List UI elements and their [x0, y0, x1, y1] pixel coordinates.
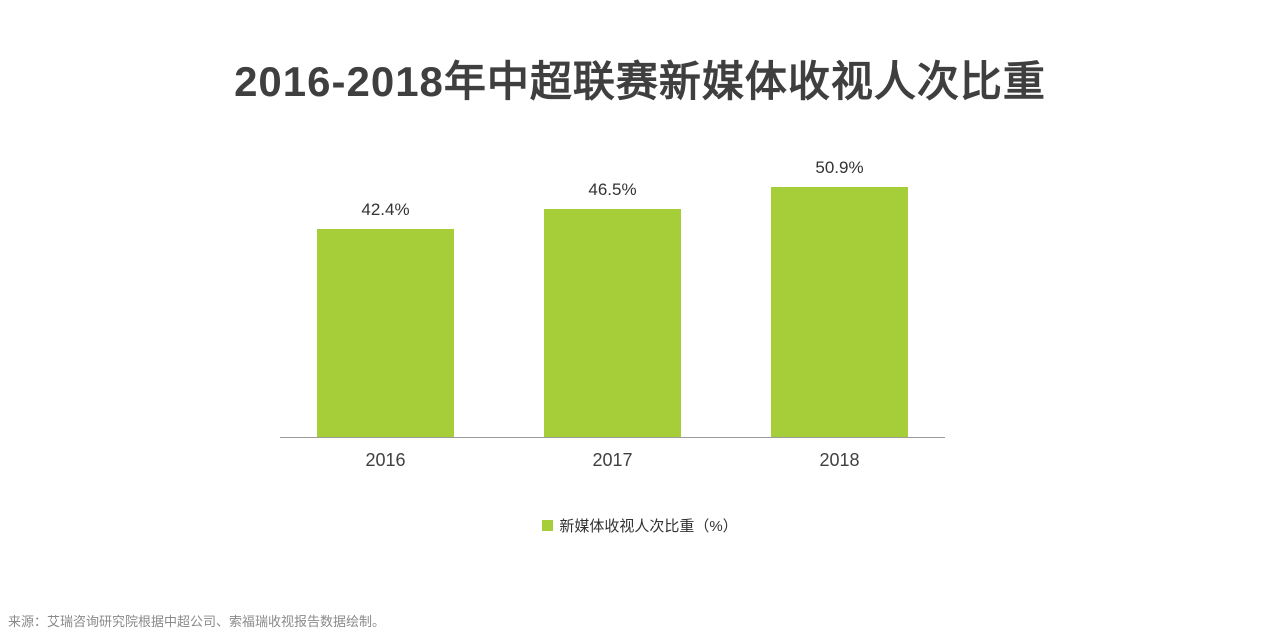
x-axis-labels: 2016 2017 2018: [280, 438, 945, 471]
x-axis-tick-label: 2016: [365, 450, 406, 470]
legend: 新媒体收视人次比重（%）: [0, 515, 1280, 536]
bar-group: 46.5%: [544, 180, 681, 437]
legend-swatch-icon: [542, 520, 554, 531]
bar-chart: 42.4% 46.5% 50.9% 2016 2017 2018: [280, 153, 945, 471]
bar-value-label: 50.9%: [815, 158, 864, 177]
bar: [544, 209, 681, 437]
chart-title: 2016-2018年中超联赛新媒体收视人次比重: [234, 58, 1046, 105]
bar-value-label: 42.4%: [361, 200, 410, 219]
x-axis-tick-label: 2018: [819, 450, 860, 470]
bar: [771, 187, 908, 437]
bar-value-label: 46.5%: [588, 180, 637, 199]
x-axis-tick-label: 2017: [592, 450, 633, 470]
bar-group: 50.9%: [771, 158, 908, 437]
source-note: 来源：艾瑞咨询研究院根据中超公司、索福瑞收视报告数据绘制。: [8, 614, 386, 629]
plot-area: 42.4% 46.5% 50.9%: [280, 153, 945, 438]
bar: [317, 229, 454, 437]
legend-label: 新媒体收视人次比重（%）: [559, 518, 738, 535]
page: 2016-2018年中超联赛新媒体收视人次比重 42.4% 46.5% 50.9% …: [0, 48, 1280, 638]
bar-group: 42.4%: [317, 200, 454, 437]
